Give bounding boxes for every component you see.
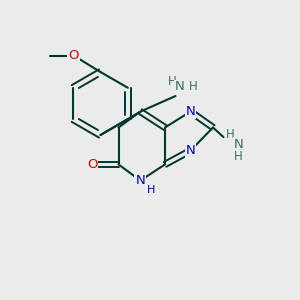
Text: H: H: [234, 149, 243, 163]
Text: N: N: [186, 105, 195, 118]
Text: H: H: [189, 80, 198, 94]
Text: O: O: [87, 158, 98, 171]
Text: N: N: [136, 174, 145, 187]
Text: N: N: [234, 138, 243, 151]
Text: N: N: [186, 144, 195, 157]
Text: H: H: [168, 75, 177, 88]
Text: H: H: [147, 185, 155, 195]
Text: H: H: [226, 128, 235, 142]
Text: O: O: [68, 49, 79, 62]
Text: N: N: [175, 80, 185, 94]
